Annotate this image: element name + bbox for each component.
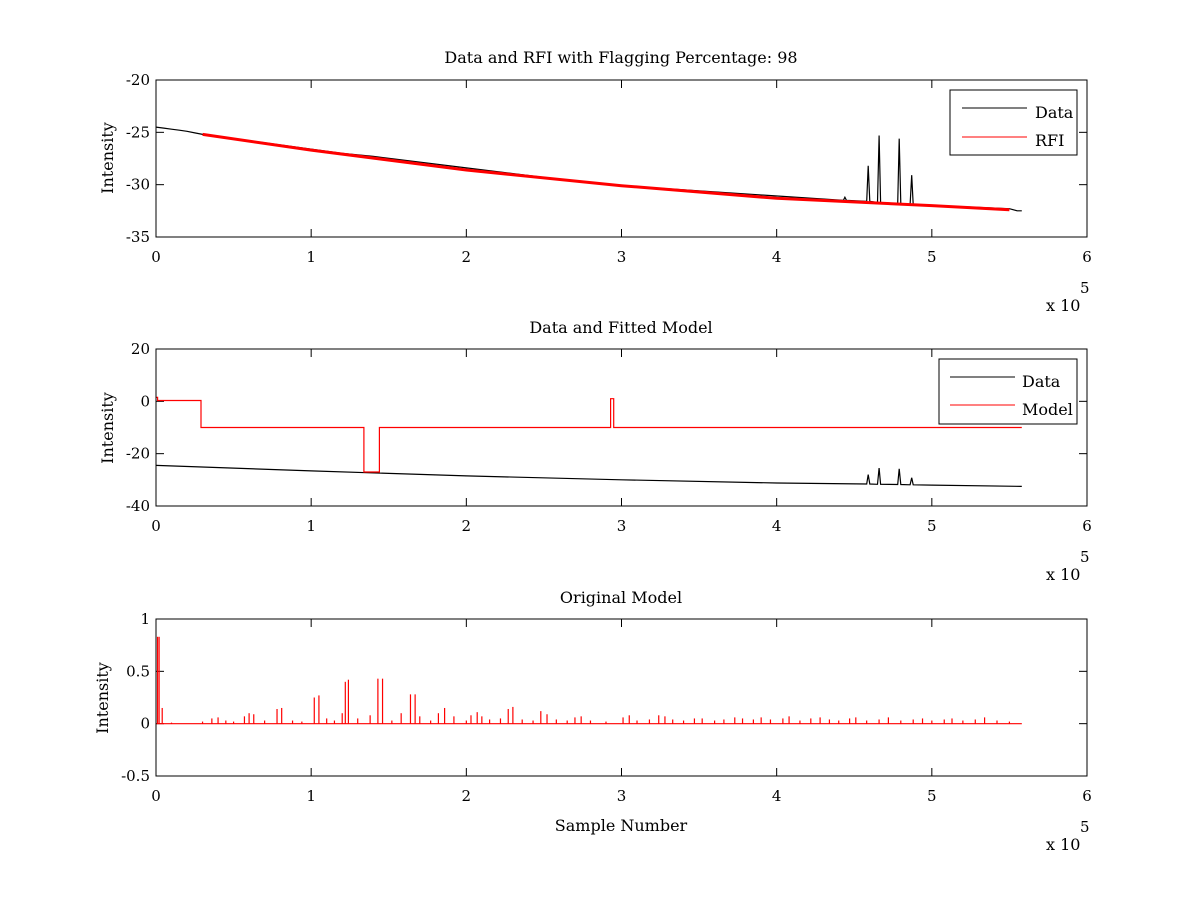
panel-1-x-tick-label: 1 xyxy=(306,248,316,266)
panel-3-x-scale-label: x 10 xyxy=(1046,835,1080,854)
panel-1-legend-box xyxy=(949,89,1078,156)
panel-1: Data and RFI with Flagging Percentage: 9… xyxy=(98,48,1092,315)
panel-3-x-tick-label: 3 xyxy=(617,787,627,805)
panel-1-y-tick-label: -35 xyxy=(126,228,150,246)
panel-3-x-tick-label: 4 xyxy=(772,787,782,805)
panel-2-x-tick-label: 5 xyxy=(927,517,937,535)
panel-1-legend-label-rfi: RFI xyxy=(1035,131,1064,150)
panel-1-x-tick-label: 4 xyxy=(772,248,782,266)
panel-2-y-axis-label: Intensity xyxy=(98,392,117,464)
panel-2-legend: Data Model xyxy=(938,358,1078,425)
panel-1-x-tick-label: 6 xyxy=(1082,248,1092,266)
panel-3-y-tick-label: 0.5 xyxy=(126,662,150,680)
panel-1-x-tick-label: 3 xyxy=(617,248,627,266)
panel-2-legend-box xyxy=(938,358,1078,425)
panel-3-x-tick-label: 6 xyxy=(1082,787,1092,805)
panel-1-series-data-line xyxy=(155,126,1022,212)
panel-2-x-tick-label: 3 xyxy=(617,517,627,535)
panel-2-x-ticks: 0 1 2 3 4 5 6 xyxy=(151,517,1092,535)
panel-2-x-tick-label: 6 xyxy=(1082,517,1092,535)
panel-2-axes-frame xyxy=(155,348,1088,507)
panel-2-y-tick-label: 0 xyxy=(140,392,150,410)
panel-3-y-tick-label: -0.5 xyxy=(121,767,150,785)
panel-1-x-tick-label: 5 xyxy=(927,248,937,266)
panel-1-y-tick-label: -25 xyxy=(126,123,150,141)
panel-1-axes-frame xyxy=(155,79,1088,238)
panel-3-y-tick-label: 0 xyxy=(140,715,150,733)
panel-3-y-tick-label: 1 xyxy=(140,610,150,628)
panel-2-series-model-line xyxy=(156,396,1022,473)
panel-1-series-rfi-line xyxy=(202,132,1010,212)
panel-1-title: Data and RFI with Flagging Percentage: 9… xyxy=(444,48,797,67)
panel-1-legend: Data RFI xyxy=(949,89,1078,156)
panel-1-legend-label-data: Data xyxy=(1035,103,1074,122)
panel-1-y-tick-label: -20 xyxy=(126,71,150,89)
panel-3-x-scale-exponent: 5 xyxy=(1080,818,1090,836)
panel-3-x-axis-label: Sample Number xyxy=(555,816,688,835)
panel-1-y-axis-label: Intensity xyxy=(98,122,117,194)
panel-2-x-scale-label: x 10 xyxy=(1046,565,1080,584)
panel-1-x-scale-exponent: 5 xyxy=(1080,279,1090,297)
panel-1-x-tick-label: 2 xyxy=(462,248,472,266)
panel-2-series-data-line xyxy=(155,464,1022,487)
panel-2-y-tick-label: -40 xyxy=(126,497,150,515)
panel-1-x-scale-label: x 10 xyxy=(1046,296,1080,315)
panel-3-y-ticks: -0.5 0 0.5 1 xyxy=(121,610,150,785)
panel-1-y-tick-label: -30 xyxy=(126,176,150,194)
panel-1-x-ticks: 0 1 2 3 4 5 6 xyxy=(151,248,1092,266)
panel-3-x-tick-label: 5 xyxy=(927,787,937,805)
panel-2-x-tick-label: 4 xyxy=(772,517,782,535)
panel-3-axes-frame xyxy=(155,618,1088,777)
panel-2-x-scale-exponent: 5 xyxy=(1080,548,1090,566)
panel-1-x-tick-label: 0 xyxy=(151,248,161,266)
panel-3-x-tick-label: 0 xyxy=(151,787,161,805)
panel-2-legend-label-model: Model xyxy=(1022,400,1073,419)
panel-2-legend-label-data: Data xyxy=(1022,372,1061,391)
panel-2-x-tick-label: 1 xyxy=(306,517,316,535)
panel-3-y-axis-label: Intensity xyxy=(93,662,112,734)
panel-3-x-tick-label: 1 xyxy=(306,787,316,805)
panel-3-x-ticks: 0 1 2 3 4 5 6 xyxy=(151,787,1092,805)
panel-2-x-tick-label: 2 xyxy=(462,517,472,535)
panel-2-x-tick-label: 0 xyxy=(151,517,161,535)
panel-2-y-ticks: -40 -20 0 20 xyxy=(126,340,150,515)
panel-2-title: Data and Fitted Model xyxy=(529,318,712,337)
panel-3-x-tick-label: 2 xyxy=(462,787,472,805)
panel-2-y-tick-label: 20 xyxy=(131,340,150,358)
panel-3-title: Original Model xyxy=(560,588,682,607)
panel-2-y-tick-label: -20 xyxy=(126,445,150,463)
panel-1-y-ticks: -35 -30 -25 -20 xyxy=(126,71,150,246)
